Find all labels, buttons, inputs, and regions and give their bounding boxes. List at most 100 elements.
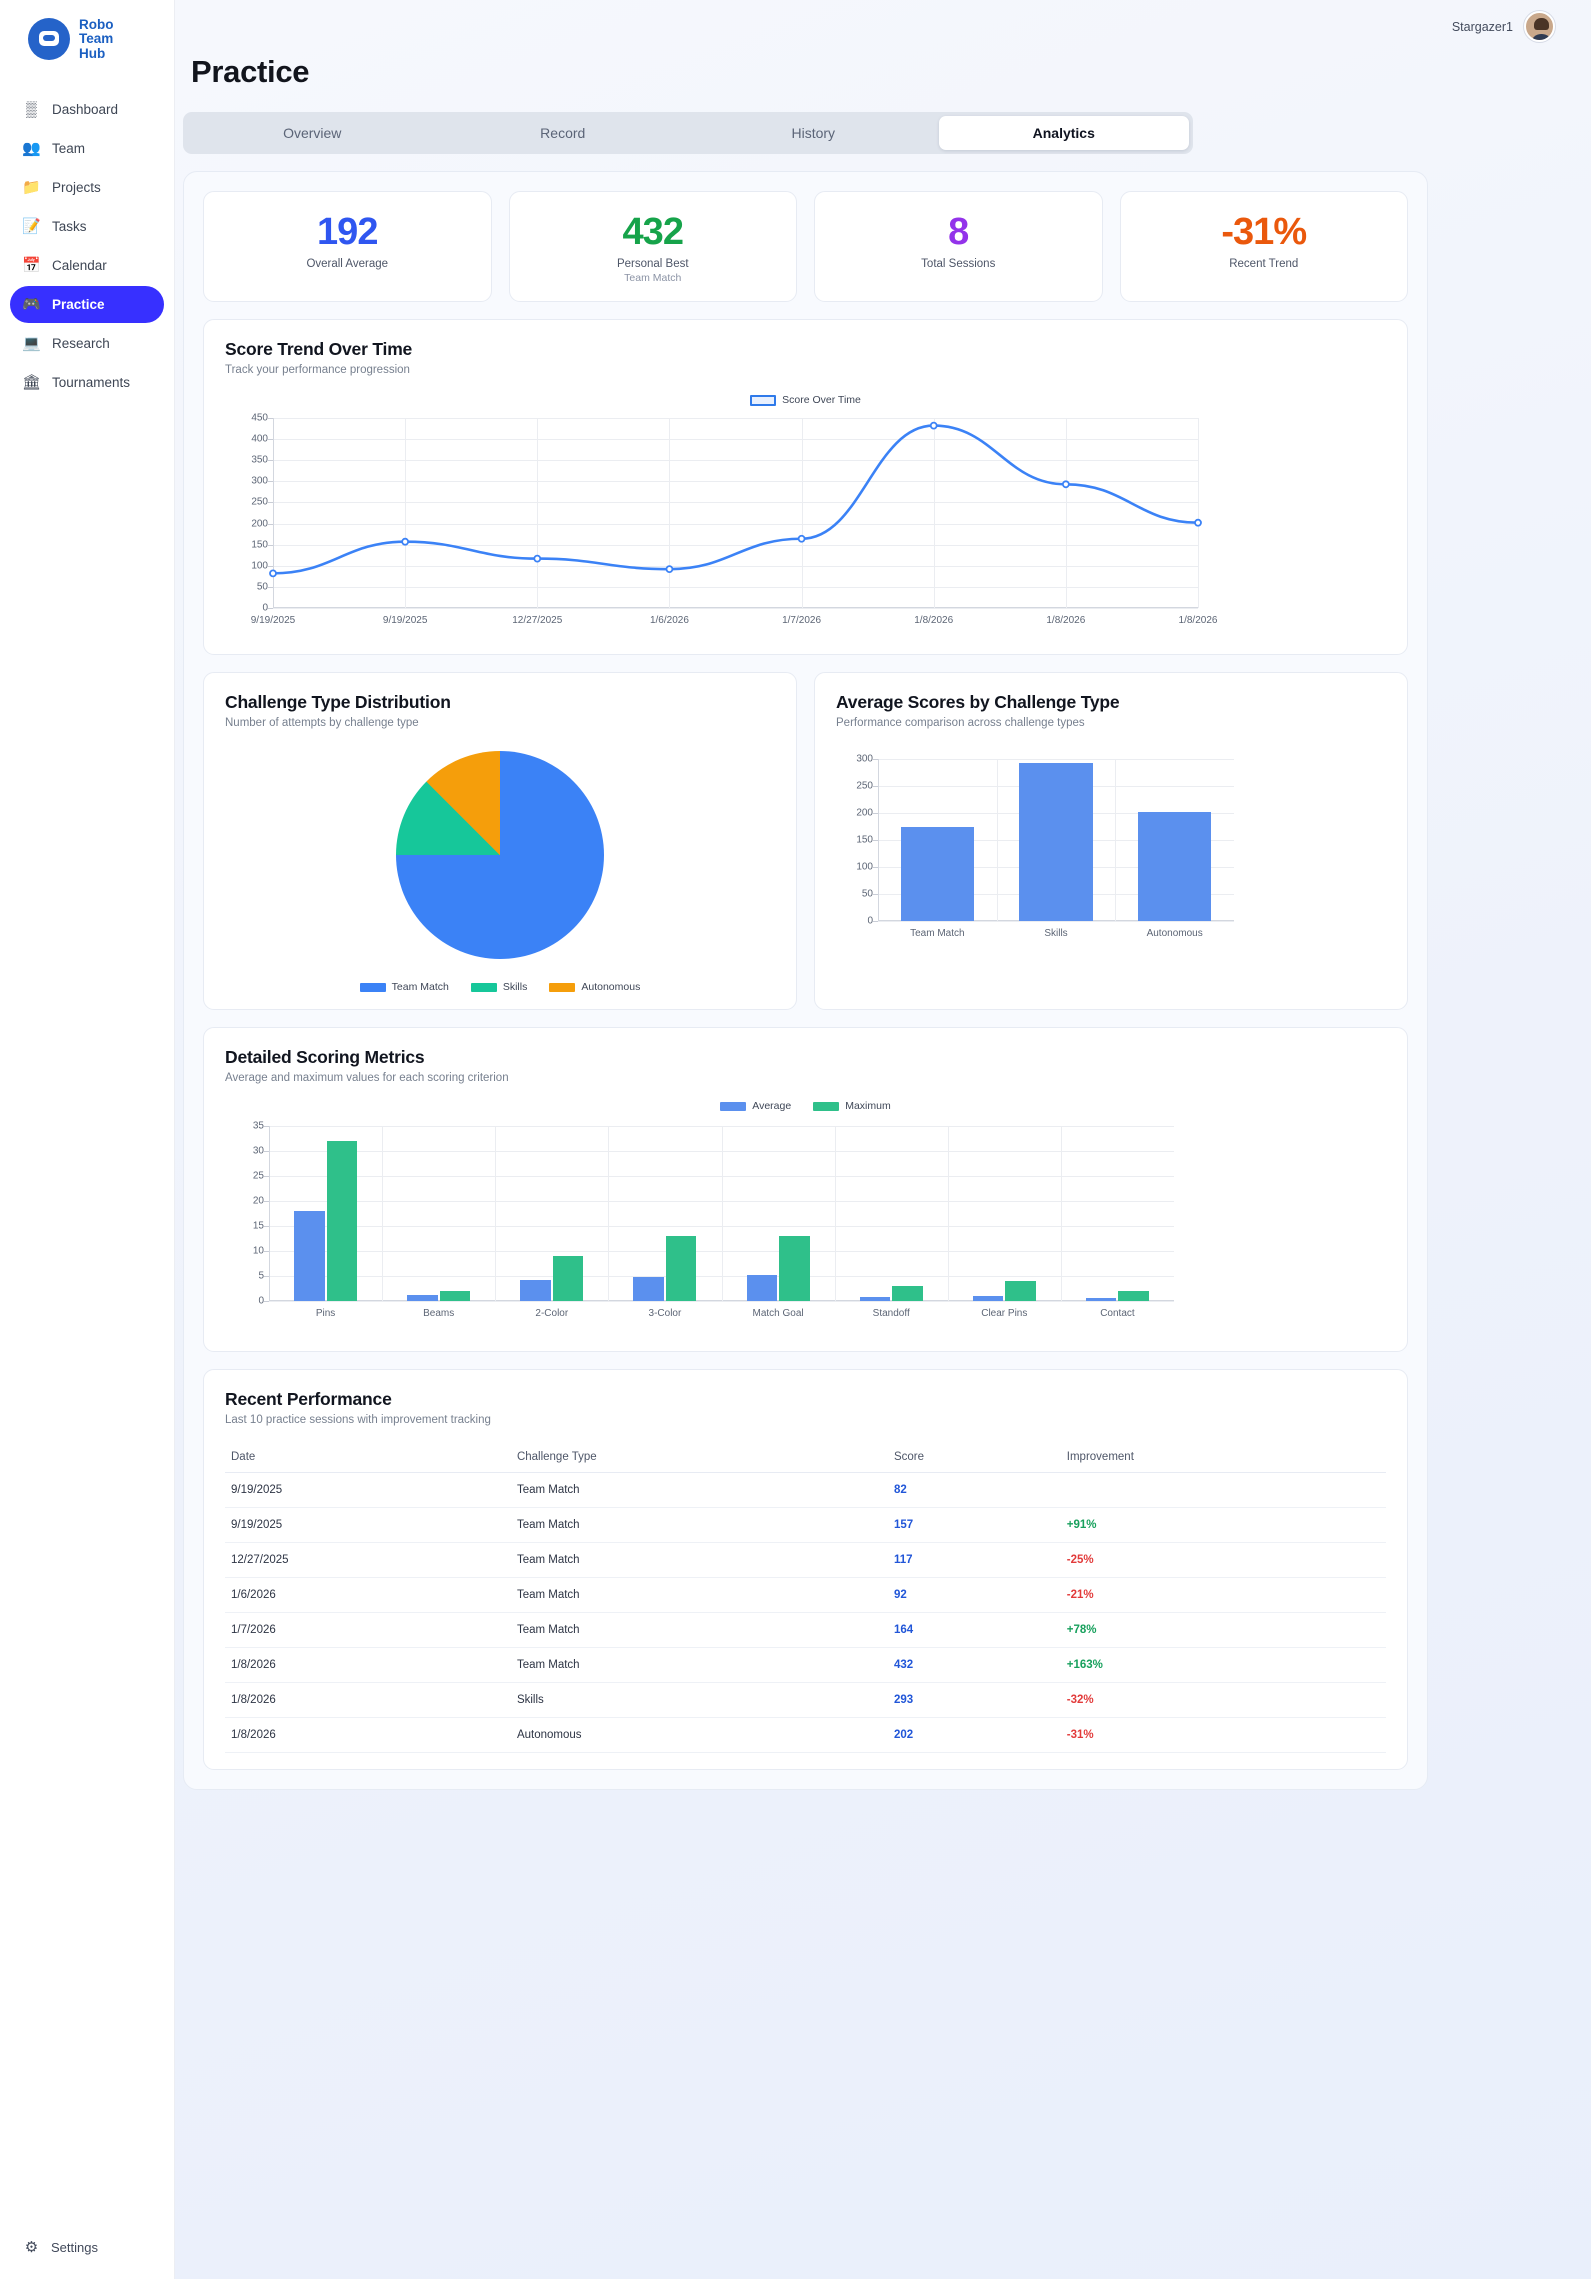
bar bbox=[665, 1236, 697, 1302]
y-axis-tick-label: 25 bbox=[252, 1170, 264, 1182]
legend-swatch-icon bbox=[720, 1101, 747, 1111]
bar bbox=[1019, 762, 1093, 922]
table-row: 1/8/2026 Team Match 432 +163% bbox=[225, 1647, 1386, 1684]
y-axis-tick-label: 0 bbox=[262, 602, 268, 614]
cell-improvement: -21% bbox=[1060, 1577, 1386, 1614]
gridline bbox=[273, 439, 1198, 441]
y-axis-tick-label: 50 bbox=[256, 581, 268, 593]
bar bbox=[294, 1211, 325, 1302]
challenge-distribution-card: Challenge Type Distribution Number of at… bbox=[203, 672, 797, 1011]
avatar[interactable] bbox=[1524, 11, 1555, 42]
y-axis-tick-label: 150 bbox=[251, 539, 268, 551]
sidebar-item-label: Dashboard bbox=[52, 101, 119, 117]
vertical-gridline bbox=[1115, 759, 1117, 922]
x-axis-tick-label: 1/8/2026 bbox=[1046, 615, 1086, 627]
tab-history[interactable]: History bbox=[791, 125, 836, 141]
y-axis-tick-label: 250 bbox=[856, 780, 873, 792]
y-tick bbox=[268, 439, 273, 441]
cell-challenge-type: Team Match bbox=[510, 1472, 888, 1509]
stat-label: Recent Trend bbox=[1229, 258, 1299, 271]
pie-legend: Team Match Skills Autonomous bbox=[225, 981, 775, 993]
sidebar-item-team[interactable]: 👥 Team bbox=[10, 130, 164, 167]
vertical-gridline bbox=[1065, 418, 1067, 609]
gridline bbox=[273, 565, 1198, 567]
sidebar-item-label-settings: Settings bbox=[51, 2240, 98, 2255]
sidebar-item-research[interactable]: 💻 Research bbox=[10, 325, 164, 362]
cell-date: 9/19/2025 bbox=[225, 1472, 511, 1509]
brand[interactable]: Robo Team Hub bbox=[0, 17, 174, 61]
y-axis-tick-label: 300 bbox=[251, 475, 268, 487]
x-axis-tick-label: 1/8/2026 bbox=[1178, 615, 1218, 627]
score-trend-subtitle: Track your performance progression bbox=[225, 364, 410, 377]
table-row: 12/27/2025 Team Match 117 -25% bbox=[225, 1542, 1386, 1579]
bar bbox=[859, 1297, 891, 1302]
sidebar-item-dashboard[interactable]: ▒ Dashboard bbox=[10, 91, 164, 128]
y-axis-tick-label: 100 bbox=[856, 861, 873, 873]
table-column-header: Date bbox=[225, 1442, 511, 1474]
y-tick bbox=[268, 544, 273, 546]
legend-swatch-icon bbox=[359, 982, 386, 992]
user-name: Stargazer1 bbox=[1451, 19, 1513, 34]
stat-cards: 192 Overall Average 432 Personal Best Team M… bbox=[203, 191, 1408, 303]
table-column-header: Challenge Type bbox=[510, 1442, 888, 1474]
sidebar-item-projects[interactable]: 📁 Projects bbox=[10, 169, 164, 206]
avg-scores-subtitle: Performance comparison across challenge … bbox=[836, 717, 1085, 730]
x-axis bbox=[273, 607, 1198, 609]
y-tick bbox=[873, 921, 878, 923]
avg-scores-title: Average Scores by Challenge Type bbox=[836, 692, 1120, 713]
sidebar-item-settings[interactable]: ⚙ Settings bbox=[0, 2238, 174, 2257]
gridline bbox=[878, 759, 1234, 761]
y-tick bbox=[268, 481, 273, 483]
content-wrap: Practice Overview Record History Analytics … bbox=[175, 42, 1591, 1791]
x-axis-tick-label: Contact bbox=[1100, 1308, 1135, 1320]
sidebar-item-label: Practice bbox=[52, 296, 105, 312]
table-row: 1/8/2026 Skills 293 -32% bbox=[225, 1682, 1386, 1719]
brand-line-3: Hub bbox=[79, 45, 106, 61]
cell-improvement: +78% bbox=[1060, 1612, 1386, 1649]
bar bbox=[326, 1141, 358, 1302]
cell-date: 1/8/2026 bbox=[225, 1682, 511, 1719]
detailed-metrics-card: Detailed Scoring Metrics Average and max… bbox=[203, 1027, 1408, 1353]
cell-challenge-type: Team Match bbox=[510, 1577, 888, 1614]
folder-icon: 📁 bbox=[22, 178, 41, 196]
y-tick bbox=[264, 1251, 269, 1253]
average-scores-card: Average Scores by Challenge Type Perform… bbox=[814, 672, 1408, 1011]
y-axis-tick-label: 0 bbox=[258, 1295, 264, 1307]
avg-scores-plot: 0 50 100 150 200 250 300 Team Match Skills Autono… bbox=[856, 754, 1234, 939]
y-axis bbox=[269, 1126, 270, 1302]
analytics-panel: 192 Overall Average 432 Personal Best Team M… bbox=[183, 171, 1428, 1791]
x-axis-tick-label: 1/8/2026 bbox=[914, 615, 954, 627]
bar bbox=[552, 1256, 584, 1302]
y-axis-tick-label: 150 bbox=[856, 834, 873, 846]
vertical-gridline bbox=[933, 418, 935, 609]
bar bbox=[892, 1286, 923, 1302]
legend-item: Score Over Time bbox=[750, 394, 861, 406]
vertical-gridline bbox=[608, 1126, 610, 1302]
y-axis-tick-label: 35 bbox=[252, 1120, 264, 1132]
sidebar-item-practice[interactable]: 🎮 Practice bbox=[10, 285, 164, 323]
stat-card: -31% Recent Trend bbox=[1119, 191, 1408, 303]
score-trend-legend: Score Over Time bbox=[225, 394, 1386, 406]
y-tick bbox=[264, 1176, 269, 1178]
cell-date: 1/8/2026 bbox=[225, 1647, 511, 1684]
table-column-header: Score bbox=[887, 1442, 1061, 1474]
tab-analytics[interactable]: Analytics bbox=[938, 116, 1189, 150]
table-row: 9/19/2025 Team Match 157 +91% bbox=[225, 1507, 1386, 1544]
cell-score: 117 bbox=[887, 1542, 1061, 1579]
detailed-title: Detailed Scoring Metrics bbox=[225, 1047, 425, 1068]
y-axis-tick-label: 100 bbox=[251, 560, 268, 572]
cell-date: 9/19/2025 bbox=[225, 1507, 511, 1544]
sidebar-item-tasks[interactable]: 📝 Tasks bbox=[10, 208, 164, 245]
cell-score: 92 bbox=[887, 1577, 1061, 1614]
stat-label: Overall Average bbox=[306, 258, 389, 271]
tab-record[interactable]: Record bbox=[540, 125, 586, 141]
stat-label: Total Sessions bbox=[921, 258, 996, 271]
brand-text: Robo Team Hub bbox=[79, 17, 114, 61]
sidebar-item-tournaments[interactable]: 🏛 Tournaments bbox=[10, 364, 164, 401]
tab-overview[interactable]: Overview bbox=[283, 125, 342, 141]
x-axis-tick-label: 9/19/2025 bbox=[382, 615, 428, 627]
legend-label: Team Match bbox=[391, 981, 449, 994]
sidebar-item-calendar[interactable]: 📅 Calendar bbox=[10, 247, 164, 284]
stat-value: 432 bbox=[622, 211, 684, 253]
tasks-icon: 📝 bbox=[22, 217, 41, 235]
